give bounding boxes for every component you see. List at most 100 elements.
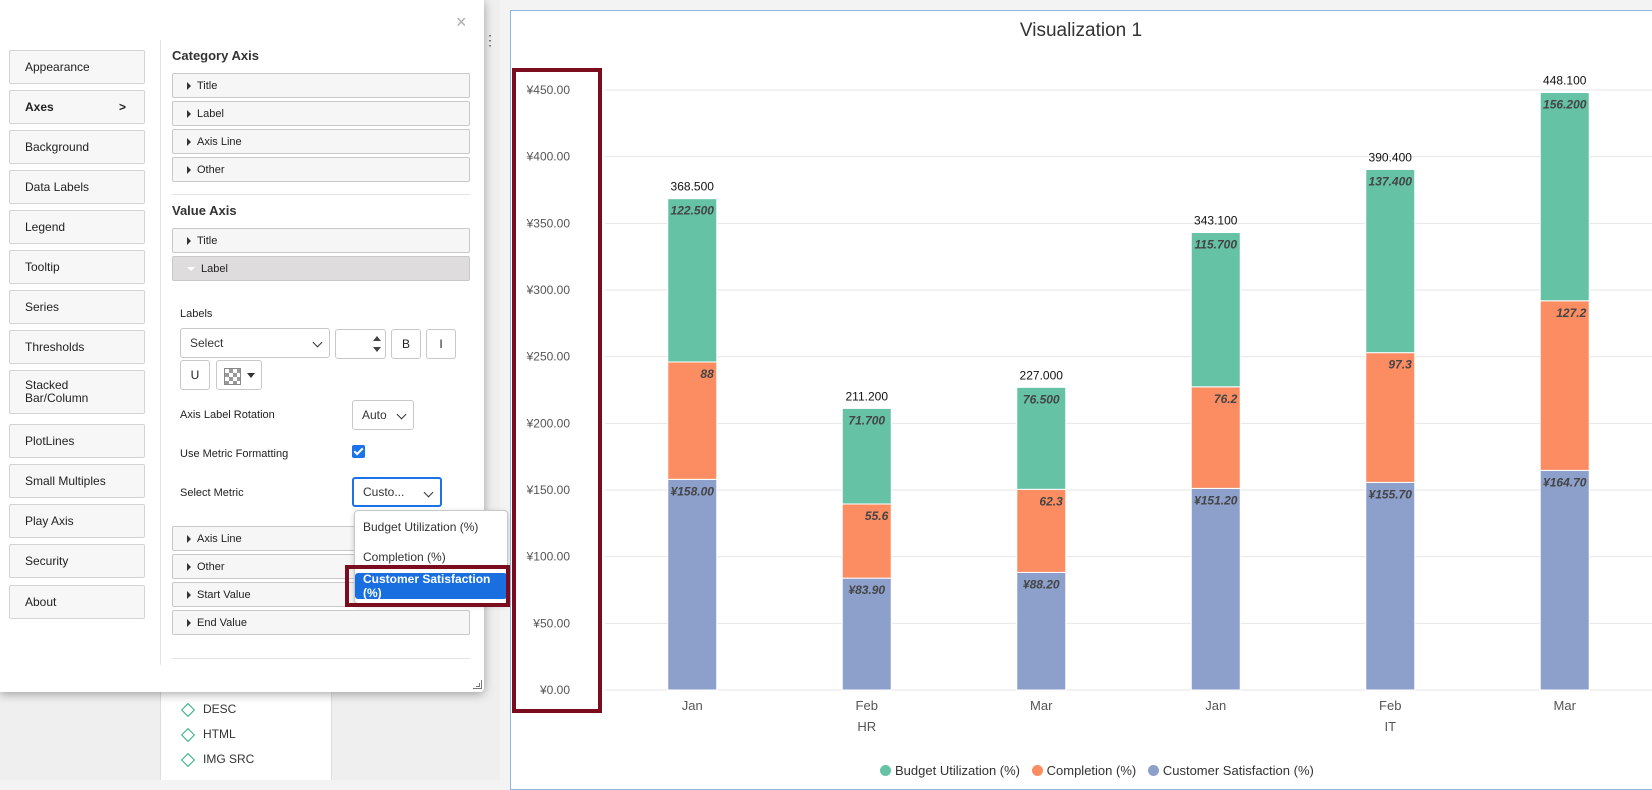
bar-segment [1365, 352, 1416, 483]
decrement-icon[interactable] [373, 347, 381, 352]
panel-divider [160, 40, 161, 665]
nav-label: Data Labels [25, 180, 90, 194]
chevron-right-icon: > [118, 100, 126, 114]
nav-small-multiples[interactable]: Small Multiples [9, 464, 145, 498]
field-item-img-src[interactable]: IMG SRC [180, 752, 254, 767]
nav-thresholds[interactable]: Thresholds [9, 330, 145, 364]
y-tick-label: ¥200.00 [526, 416, 571, 430]
collapse-icon [187, 266, 195, 271]
expand-icon [187, 109, 191, 118]
nav-stacked-bar-column[interactable]: Stacked Bar/Column [9, 370, 145, 414]
italic-button[interactable]: I [426, 329, 456, 359]
font-size-stepper[interactable] [335, 329, 386, 359]
nav-label: PlotLines [25, 434, 75, 448]
select-metric-dropdown[interactable]: Custo... [352, 477, 442, 507]
section-divider [172, 194, 470, 195]
bar-segment [1539, 469, 1590, 691]
data-label: ¥158.00 [671, 484, 715, 498]
value-axis-highlight [512, 68, 602, 713]
field-item-desc[interactable]: DESC [180, 702, 236, 717]
legend-item-budget[interactable]: Budget Utilization (%) [880, 763, 1020, 778]
x-tick-label: Mar [1030, 698, 1053, 713]
nav-security[interactable]: Security [9, 544, 145, 578]
bold-button[interactable]: B [391, 329, 421, 359]
metric-formatting-checkbox[interactable] [352, 445, 365, 458]
chevron-down-icon [396, 409, 407, 420]
data-label: 115.700 [1195, 238, 1238, 252]
category-axis-title-section[interactable]: Title [172, 73, 470, 98]
category-axis-label-section[interactable]: Label [172, 101, 470, 126]
data-label: 97.3 [1388, 358, 1412, 372]
chart-legend: Budget Utilization (%) Completion (%) Cu… [880, 763, 1322, 778]
total-label: 390.400 [1369, 150, 1413, 164]
stacked-column-chart: ¥0.00 ¥50.00 ¥100.00 ¥150.00 ¥200.00 ¥250.00 ¥… [526, 74, 1652, 734]
chevron-down-icon [423, 487, 434, 498]
chevron-down-icon [247, 373, 255, 378]
font-color-picker[interactable] [216, 360, 262, 390]
data-label: 62.3 [1039, 494, 1063, 508]
total-label: 343.100 [1194, 214, 1238, 228]
option-completion[interactable]: Completion (%) [363, 550, 446, 564]
resize-handle-icon[interactable] [473, 680, 482, 689]
total-label: 368.500 [671, 180, 715, 194]
field-list: DESC HTML IMG SRC [160, 690, 332, 780]
nav-label: Axes [25, 100, 54, 114]
close-icon[interactable]: × [456, 12, 467, 32]
value-axis-title-section[interactable]: Title [172, 228, 470, 253]
select-value: Custo... [363, 485, 405, 499]
bar-segment [1365, 168, 1416, 354]
value-axis-end-value-section[interactable]: End Value [172, 610, 470, 635]
nav-data-labels[interactable]: Data Labels [9, 170, 145, 204]
more-options-icon[interactable]: ⋮ [483, 32, 497, 48]
section-label: Axis Line [197, 135, 242, 148]
font-family-select[interactable]: Select [180, 328, 330, 358]
option-budget-utilization[interactable]: Budget Utilization (%) [363, 520, 479, 534]
nav-label: Stacked Bar/Column [25, 378, 89, 405]
bar-segment [667, 478, 718, 691]
nav-legend[interactable]: Legend [9, 210, 145, 244]
data-label: 55.6 [865, 509, 889, 523]
value-axis-label-section[interactable]: Label [172, 256, 470, 281]
data-label: ¥83.90 [848, 583, 885, 597]
nav-plotlines[interactable]: PlotLines [9, 424, 145, 458]
select-value: Auto [362, 408, 387, 422]
y-tick-label: ¥350.00 [526, 216, 571, 230]
data-label: 76.500 [1023, 392, 1060, 406]
nav-appearance[interactable]: Appearance [9, 50, 145, 84]
total-label: 448.100 [1543, 74, 1587, 88]
category-axis-other-section[interactable]: Other [172, 157, 470, 182]
expand-icon [187, 534, 191, 543]
nav-axes[interactable]: Axes > [9, 90, 145, 124]
total-label: 227.000 [1020, 368, 1064, 382]
nav-tooltip[interactable]: Tooltip [9, 250, 145, 284]
bar-segment [1016, 571, 1067, 691]
field-type-icon [180, 702, 196, 717]
section-divider [172, 658, 470, 659]
value-axis-title: Value Axis [172, 203, 237, 218]
expand-icon [187, 165, 191, 174]
field-type-icon [180, 727, 196, 742]
legend-item-satisfaction[interactable]: Customer Satisfaction (%) [1147, 763, 1314, 778]
nav-play-axis[interactable]: Play Axis [9, 504, 145, 538]
increment-icon[interactable] [373, 336, 381, 341]
group-label: HR [857, 719, 876, 734]
nav-background[interactable]: Background [9, 130, 145, 164]
section-label: Title [197, 234, 218, 247]
field-item-html[interactable]: HTML [180, 727, 236, 742]
legend-item-completion[interactable]: Completion (%) [1031, 763, 1136, 778]
underline-button[interactable]: U [180, 360, 210, 390]
option-customer-satisfaction[interactable]: Customer Satisfaction (%) [355, 572, 507, 600]
field-type-icon [180, 752, 196, 767]
bar-segment [667, 198, 718, 363]
y-tick-label: ¥100.00 [526, 550, 571, 564]
x-tick-label: Jan [682, 698, 703, 713]
nav-series[interactable]: Series [9, 290, 145, 324]
y-tick-label: ¥300.00 [526, 283, 571, 297]
nav-about[interactable]: About [9, 585, 145, 619]
bar-segment [667, 361, 718, 480]
nav-label: Appearance [25, 60, 90, 74]
expand-icon [187, 81, 191, 90]
axis-label-rotation-select[interactable]: Auto [352, 400, 414, 430]
category-axis-line-section[interactable]: Axis Line [172, 129, 470, 154]
data-label: 137.400 [1369, 174, 1413, 188]
